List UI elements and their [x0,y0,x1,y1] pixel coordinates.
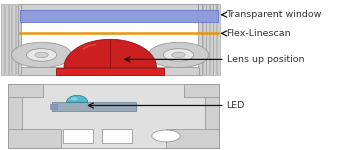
Bar [56,68,164,75]
Text: Transparent window: Transparent window [226,10,322,19]
Text: LED: LED [226,101,245,110]
Text: Flex-Linescan: Flex-Linescan [226,29,291,38]
Bar [102,129,132,143]
Circle shape [26,49,57,61]
Bar [50,104,57,109]
Bar [21,67,199,75]
Circle shape [35,52,48,58]
Bar [20,10,218,22]
Bar [20,4,218,20]
Bar [1,1,221,149]
Bar [206,4,209,75]
Polygon shape [66,95,88,102]
Bar [198,4,202,75]
Bar [8,84,22,148]
Bar [166,129,220,148]
Bar [210,4,213,75]
Circle shape [11,42,72,68]
Bar [213,4,216,75]
Bar [16,4,19,75]
Bar [217,4,220,75]
Text: Lens up position: Lens up position [226,55,304,64]
Circle shape [71,97,78,100]
Bar [8,84,43,97]
Circle shape [172,52,185,58]
Circle shape [164,49,193,61]
Bar [52,102,136,111]
Circle shape [152,130,180,142]
Bar [5,4,8,75]
Bar [8,129,61,148]
Bar [184,84,220,97]
Bar [9,4,11,75]
Circle shape [148,42,209,68]
Bar [1,4,4,75]
Polygon shape [64,39,156,68]
Bar [63,129,93,143]
Bar [18,4,21,75]
Bar [12,4,15,75]
Bar [8,84,220,148]
Bar [205,84,220,148]
Bar [203,4,206,75]
